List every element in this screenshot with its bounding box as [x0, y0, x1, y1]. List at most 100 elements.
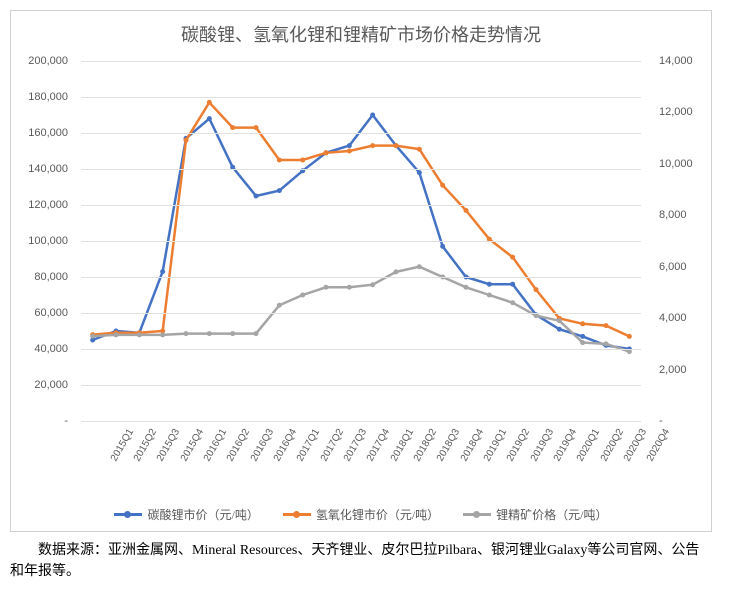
legend-swatch — [283, 513, 311, 516]
grid-line — [81, 421, 641, 422]
grid-line — [81, 205, 641, 206]
series-marker — [277, 303, 282, 308]
series-marker — [230, 331, 235, 336]
y-right-tick: 10,000 — [659, 158, 693, 170]
y-left-tick: 40,000 — [34, 343, 68, 355]
series-marker — [90, 334, 95, 339]
series-marker — [184, 138, 189, 143]
series-marker — [417, 147, 422, 152]
series-marker — [114, 332, 119, 337]
legend-swatch — [114, 513, 142, 516]
y-right-tick: - — [659, 415, 663, 427]
y-right-tick: 12,000 — [659, 106, 693, 118]
grid-line — [81, 133, 641, 134]
series-marker — [347, 149, 352, 154]
grid-line — [81, 61, 641, 62]
legend-item: 碳酸锂市价（元/吨） — [114, 506, 258, 523]
series-marker — [254, 125, 259, 130]
series-marker — [277, 158, 282, 163]
series-marker — [394, 143, 399, 148]
series-marker — [417, 170, 422, 175]
y-left-tick: 200,000 — [28, 55, 68, 67]
legend-label: 氢氧化锂市价（元/吨） — [316, 506, 439, 523]
series-marker — [464, 208, 469, 213]
y-right-tick: 2,000 — [659, 364, 687, 376]
series-marker — [487, 293, 492, 298]
series-marker — [440, 244, 445, 249]
series-marker — [347, 285, 352, 290]
y-right-tick: 4,000 — [659, 312, 687, 324]
grid-line — [81, 349, 641, 350]
series-marker — [580, 321, 585, 326]
series-marker — [557, 327, 562, 332]
series-marker — [440, 183, 445, 188]
y-left-tick: 60,000 — [34, 307, 68, 319]
series-marker — [627, 334, 632, 339]
series-marker — [580, 340, 585, 345]
legend: 碳酸锂市价（元/吨） 氢氧化锂市价（元/吨） 锂精矿价格（元/吨） — [11, 506, 711, 523]
y-left-tick: 120,000 — [28, 199, 68, 211]
series-marker — [184, 331, 189, 336]
y-axis-right: -2,0004,0006,0008,00010,00012,00014,000 — [651, 61, 711, 421]
series-marker — [487, 282, 492, 287]
series-marker — [394, 269, 399, 274]
y-right-tick: 8,000 — [659, 209, 687, 221]
series-marker — [604, 341, 609, 346]
series-marker — [254, 331, 259, 336]
series-line — [93, 267, 630, 352]
series-marker — [534, 287, 539, 292]
grid-line — [81, 241, 641, 242]
grid-line — [81, 97, 641, 98]
x-tick: 2020Q4 — [645, 427, 672, 463]
y-left-tick: 100,000 — [28, 235, 68, 247]
y-left-tick: 160,000 — [28, 127, 68, 139]
y-left-tick: 180,000 — [28, 91, 68, 103]
series-marker — [207, 100, 212, 105]
legend-label: 碳酸锂市价（元/吨） — [147, 506, 258, 523]
series-marker — [347, 143, 352, 148]
series-marker — [370, 113, 375, 118]
series-marker — [324, 285, 329, 290]
grid-line — [81, 313, 641, 314]
series-marker — [207, 331, 212, 336]
grid-line — [81, 385, 641, 386]
series-marker — [300, 158, 305, 163]
chart-title: 碳酸锂、氢氧化锂和锂精矿市场价格走势情况 — [11, 11, 711, 52]
y-left-tick: 140,000 — [28, 163, 68, 175]
plot-area — [81, 61, 641, 421]
y-left-tick: 80,000 — [34, 271, 68, 283]
series-marker — [230, 125, 235, 130]
series-marker — [300, 293, 305, 298]
y-left-tick: 20,000 — [34, 379, 68, 391]
series-marker — [160, 332, 165, 337]
y-right-tick: 6,000 — [659, 261, 687, 273]
series-marker — [137, 332, 142, 337]
series-marker — [324, 150, 329, 155]
series-marker — [370, 282, 375, 287]
series-marker — [510, 300, 515, 305]
series-marker — [557, 318, 562, 323]
y-left-tick: - — [64, 415, 68, 427]
series-marker — [604, 323, 609, 328]
grid-line — [81, 169, 641, 170]
legend-item: 锂精矿价格（元/吨） — [463, 506, 607, 523]
grid-line — [81, 277, 641, 278]
series-marker — [277, 188, 282, 193]
series-marker — [510, 282, 515, 287]
series-marker — [580, 334, 585, 339]
legend-label: 锂精矿价格（元/吨） — [496, 506, 607, 523]
y-right-tick: 14,000 — [659, 55, 693, 67]
series-marker — [510, 255, 515, 260]
price-trend-chart: 碳酸锂、氢氧化锂和锂精矿市场价格走势情况 - 20,000 40,000 60,000… — [10, 10, 712, 532]
series-marker — [370, 143, 375, 148]
series-marker — [464, 285, 469, 290]
series-line — [93, 102, 630, 336]
y-axis-left: -20,00040,00060,00080,000100,000120,0001… — [11, 61, 76, 421]
source-note: 数据来源：亚洲金属网、Mineral Resources、天齐锂业、皮尔巴拉Pi… — [10, 540, 710, 582]
series-marker — [160, 269, 165, 274]
series-marker — [254, 194, 259, 199]
series-marker — [207, 116, 212, 121]
legend-swatch — [463, 513, 491, 516]
x-axis: 2015Q12015Q22015Q32015Q42016Q12016Q22016… — [81, 423, 641, 483]
series-marker — [417, 264, 422, 269]
